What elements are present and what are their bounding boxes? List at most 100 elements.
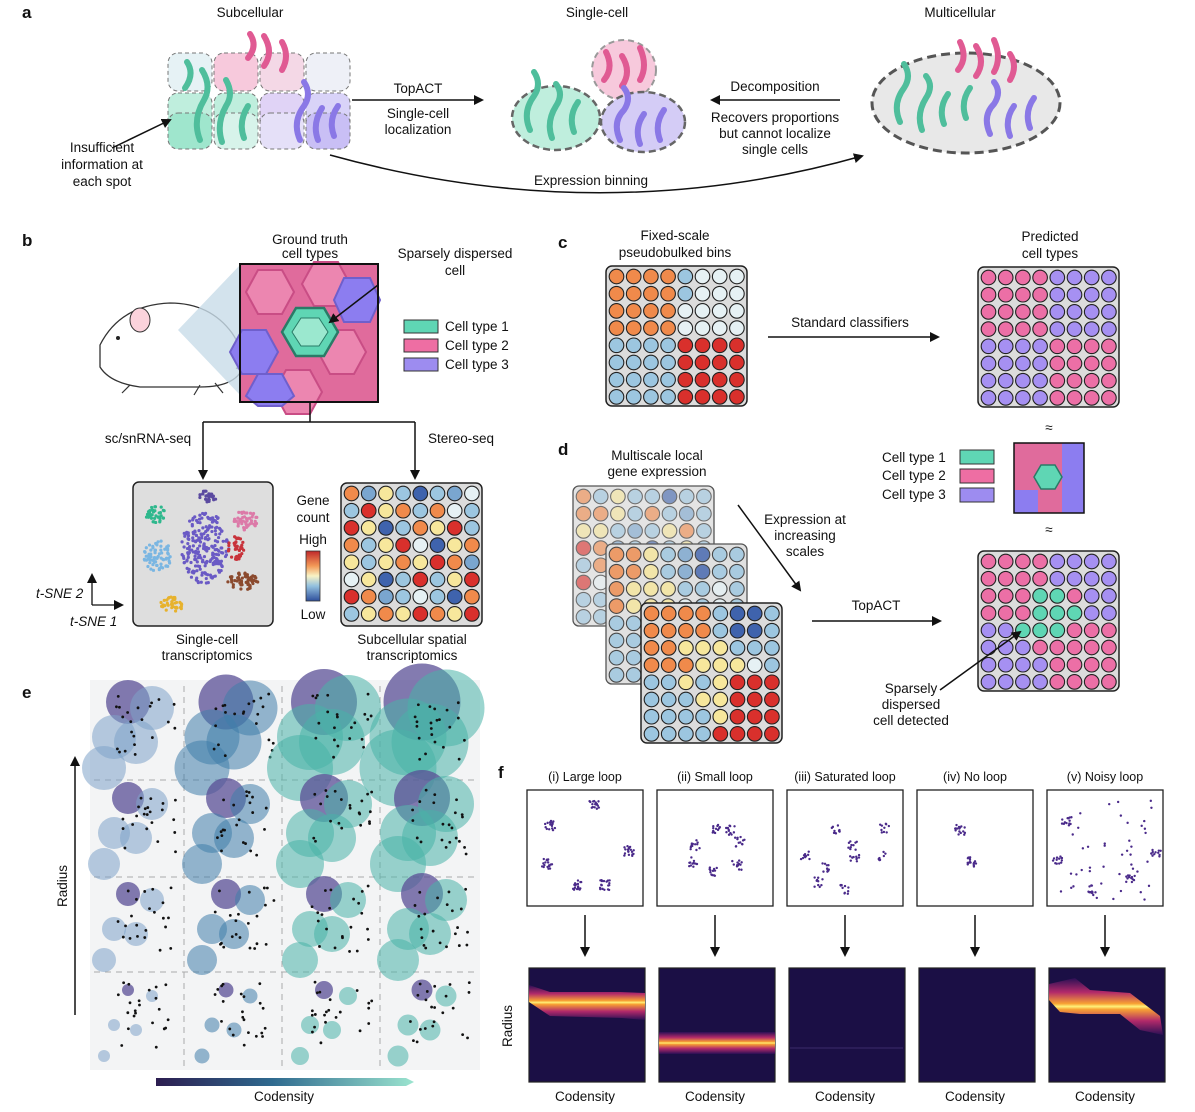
persistence-heatmap — [658, 967, 776, 1083]
point-cloud — [786, 789, 904, 907]
point-cloud — [916, 789, 1034, 907]
fixed-scale-grid — [605, 265, 748, 407]
codensity-bar-e — [156, 1078, 414, 1086]
detected-arrow — [939, 630, 1022, 691]
single-cell-label: Single-cell — [566, 5, 628, 20]
cell-type-legend-b: Cell type 1 Cell type 2 Cell type 3 — [403, 319, 509, 372]
panel-c: c Fixed-scale pseudobulked bins Predicte… — [558, 228, 1120, 435]
topact-a-label: TopACT — [394, 81, 443, 96]
insufficient-arrow — [111, 118, 172, 149]
cell-type-legend-d: Cell type 1 Cell type 2 Cell type 3 — [882, 449, 995, 503]
approx-2: ≈ — [1045, 522, 1053, 537]
legend-label-1: Cell type 1 — [445, 319, 509, 334]
insufficient-info-label: Insufficient information at each spot — [61, 140, 143, 189]
fixed-label-1: Fixed-scale — [640, 228, 709, 243]
split-tree — [198, 402, 420, 480]
increasing-arrow — [737, 504, 802, 592]
detected-label: Sparsely dispersed cell detected — [873, 681, 949, 728]
panel-f-letter: f — [498, 763, 504, 782]
loop-title: (v) Noisy loop — [1067, 770, 1143, 784]
panel-c-letter: c — [558, 233, 567, 252]
expression-binning-label: Expression binning — [534, 173, 648, 188]
legend-d-label-1: Cell type 1 — [882, 450, 946, 465]
svg-text:Sparsely: Sparsely — [885, 681, 938, 696]
panel-a-letter: a — [22, 3, 32, 22]
predicted-grid — [977, 266, 1120, 408]
sparse-arrow — [328, 284, 379, 324]
panel-b-letter: b — [22, 231, 32, 250]
codensity-label-e: Codensity — [254, 1089, 314, 1104]
persistence-heatmap — [788, 967, 906, 1083]
svg-text:cell detected: cell detected — [873, 713, 949, 728]
ground-truth-tissue — [228, 261, 382, 415]
panel-d: d Multiscale local gene expression Expre… — [558, 440, 1120, 744]
loop-title: (i) Large loop — [548, 770, 622, 784]
legend-d-label-2: Cell type 2 — [882, 468, 946, 483]
panel-f: f (i) Large loop Codensity (ii) Small loop… — [498, 763, 1166, 1104]
spatial-tx-label-1: Subcellular spatial — [357, 632, 467, 647]
svg-text:Insufficient: Insufficient — [70, 140, 135, 155]
spatial-tx-label-2: transcriptomics — [367, 648, 458, 663]
predicted-label-2: cell types — [1022, 246, 1079, 261]
point-cloud — [1046, 789, 1164, 907]
loop-title: (ii) Small loop — [677, 770, 753, 784]
tsne1-label: t-SNE 1 — [70, 614, 117, 629]
codensity-label-f: Codensity — [555, 1089, 615, 1104]
multicellular-illustration — [870, 37, 1062, 155]
gene-count-scale: Gene count High Low — [296, 493, 329, 622]
legend-swatch-2 — [403, 338, 439, 353]
persistence-heatmap — [918, 967, 1036, 1083]
subcellular-grid — [167, 31, 351, 150]
codensity-label-f: Codensity — [685, 1089, 745, 1104]
persistence-heatmap — [528, 967, 646, 1083]
high-label: High — [299, 532, 327, 547]
panel-b: b Ground truth cell types Sparsely dispe… — [22, 231, 512, 663]
panel-a: a Subcellular Single-cell Multicellular … — [22, 3, 1062, 194]
increasing-label: Expression at increasing scales — [764, 512, 846, 559]
svg-text:but cannot localize: but cannot localize — [719, 126, 831, 141]
svg-text:increasing: increasing — [774, 528, 836, 543]
radius-label-f: Radius — [500, 1005, 515, 1047]
subcellular-label: Subcellular — [217, 5, 284, 20]
panel-d-letter: d — [558, 440, 568, 459]
radius-label-e: Radius — [55, 865, 70, 907]
multiscale-stack — [572, 485, 783, 744]
loop-title: (iv) No loop — [943, 770, 1007, 784]
svg-text:scales: scales — [786, 544, 825, 559]
point-cloud — [526, 789, 644, 907]
ground-truth-label-2: cell types — [282, 246, 339, 261]
svg-text:Gene: Gene — [296, 493, 329, 508]
svg-text:single cells: single cells — [742, 142, 808, 157]
sc-tx-label-1: Single-cell — [176, 632, 238, 647]
tsne2-label: t-SNE 2 — [36, 586, 84, 601]
point-cloud — [656, 789, 774, 907]
sc-tx-label-2: transcriptomics — [162, 648, 253, 663]
classifiers-label: Standard classifiers — [791, 315, 909, 330]
codensity-label-f: Codensity — [1075, 1089, 1135, 1104]
single-cell-illustration — [510, 39, 687, 154]
zoom-wedge — [178, 265, 240, 395]
panel-e-letter: e — [22, 683, 31, 702]
legend-swatch-3 — [403, 357, 439, 372]
svg-text:each spot: each spot — [73, 174, 132, 189]
loop-title: (iii) Saturated loop — [794, 770, 895, 784]
recovers-label: Recovers proportions but cannot localize… — [711, 110, 840, 157]
svg-text:Recovers proportions: Recovers proportions — [711, 110, 840, 125]
legend-d-label-3: Cell type 3 — [882, 487, 946, 502]
approx-1: ≈ — [1045, 420, 1053, 435]
sparse-label-1: Sparsely dispersed — [398, 246, 513, 261]
codensity-label-f: Codensity — [945, 1089, 1005, 1104]
decomposition-label: Decomposition — [730, 79, 819, 94]
ground-truth-label-1: Ground truth — [272, 232, 348, 247]
low-label: Low — [301, 607, 326, 622]
svg-text:count: count — [296, 510, 329, 525]
scrna-label: sc/snRNA-seq — [105, 431, 191, 446]
fixed-label-2: pseudobulked bins — [619, 245, 732, 260]
tsne-axes: t-SNE 2 t-SNE 1 — [36, 573, 124, 629]
codensity-label-f: Codensity — [815, 1089, 875, 1104]
legend-label-3: Cell type 3 — [445, 357, 509, 372]
sparse-label-2: cell — [445, 263, 465, 278]
localization-label-1: Single-cell — [387, 106, 449, 121]
topact-result-grid — [977, 550, 1120, 692]
